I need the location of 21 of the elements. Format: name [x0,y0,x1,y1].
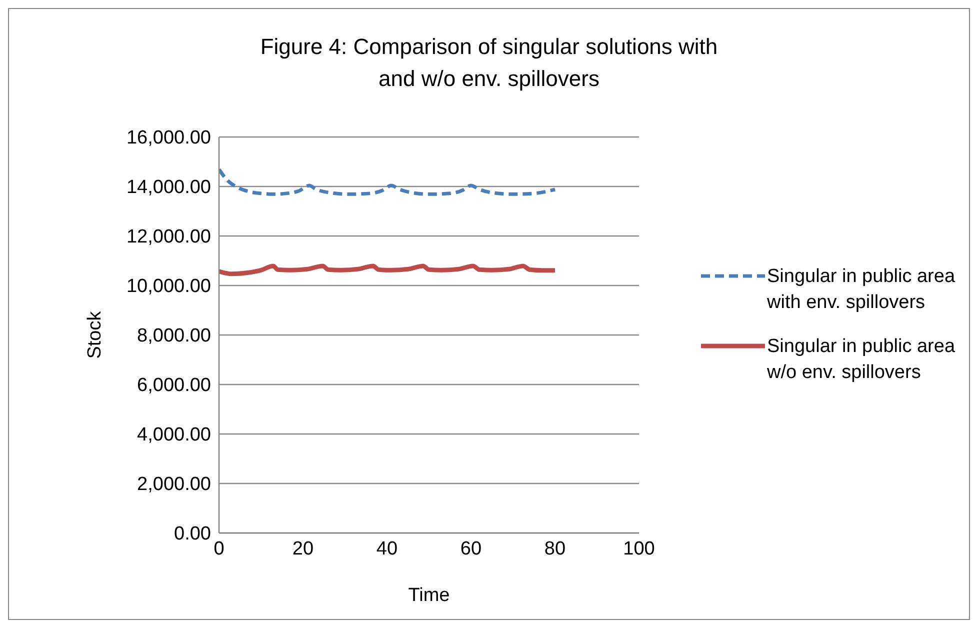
x-tick-label: 0 [214,538,224,560]
y-tick-label: 14,000.00 [126,177,211,198]
y-tick-label: 4,000.00 [137,424,211,446]
y-tick-label: 16,000.00 [126,128,211,149]
x-tick-label: 100 [623,538,655,560]
x-tick-label: 40 [376,538,398,560]
x-axis-title: Time [408,585,450,606]
y-tick-label: 12,000.00 [126,226,211,248]
x-tick-label: 60 [460,538,482,560]
y-axis-title: Stock [84,310,106,359]
legend-label: Singular in public area with env. spillovers [767,265,956,315]
chart-title: Figure 4: Comparison of singular solutions with and w/o env. spillovers [259,33,719,93]
x-tick-label: 20 [292,538,314,560]
y-tick-label: 6,000.00 [137,375,211,396]
y-tick-label: 0.00 [174,524,211,545]
line-series [219,168,557,196]
x-tick-label: 80 [544,538,566,560]
y-tick-label: 2,000.00 [137,474,211,496]
y-tick-label: 10,000.00 [126,276,211,298]
legend-label: Singular in public area w/o env. spillovers [767,335,956,385]
y-tick-label: 8,000.00 [137,326,211,347]
